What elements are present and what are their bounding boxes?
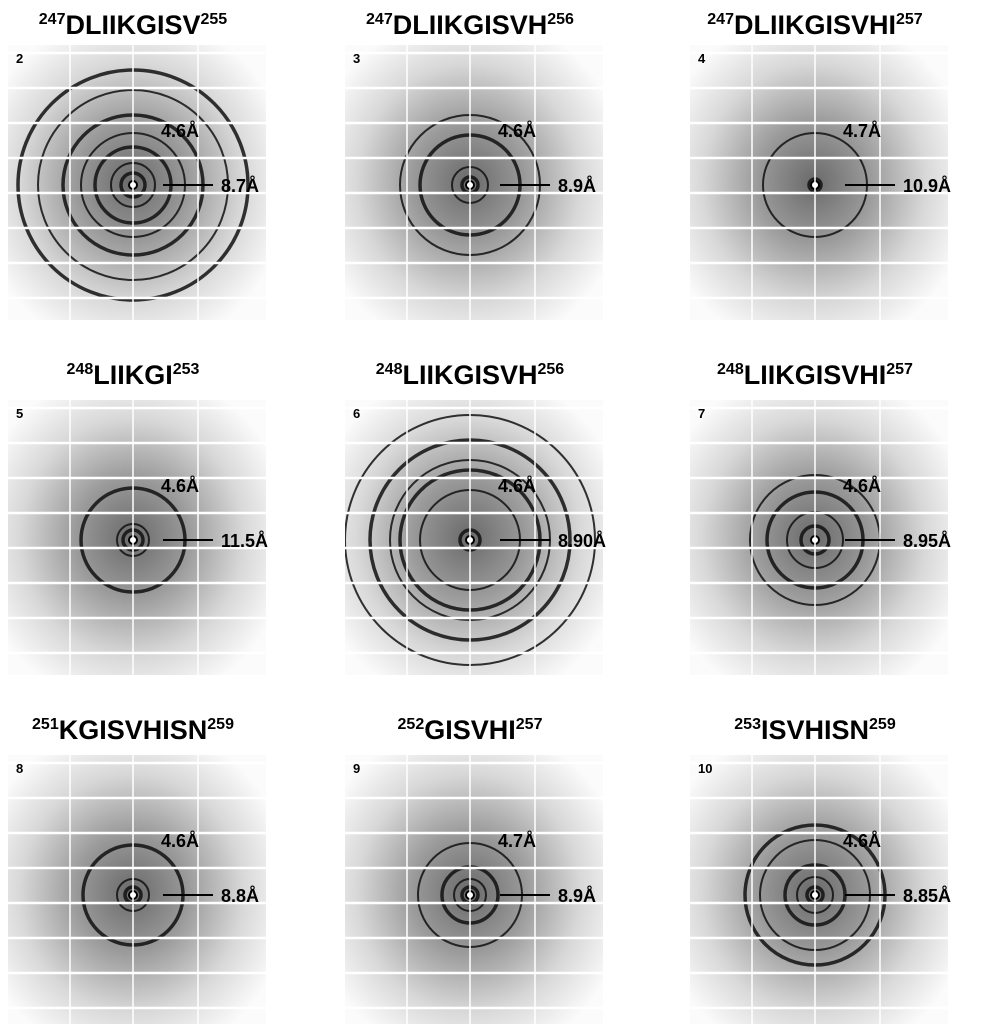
panel-title: 251KGISVHISN259 <box>32 715 234 745</box>
title-start: 251 <box>32 716 59 733</box>
panel-title: 247DLIIKGISV255 <box>39 10 228 40</box>
title-end: 259 <box>869 716 896 733</box>
panel: 248LIIKGISVH256 6 4.6Å 8.90Å <box>345 360 606 675</box>
title-sequence: KGISVHISN <box>59 715 208 745</box>
title-end: 257 <box>516 716 543 733</box>
panel-title: 247DLIIKGISVH256 <box>366 10 574 40</box>
title-sequence: LIIKGISVHI <box>744 360 887 390</box>
inner-ring-label: 8.85Å <box>903 886 951 906</box>
title-end: 257 <box>896 11 923 28</box>
panel: 252GISVHI257 9 4.7Å 8.9Å <box>345 715 603 1024</box>
title-start: 248 <box>67 361 94 378</box>
title-start: 248 <box>717 361 744 378</box>
title-end: 253 <box>173 361 200 378</box>
panel-number: 4 <box>698 51 706 66</box>
panel-title: 248LIIKGI253 <box>67 360 200 390</box>
title-sequence: ISVHISN <box>761 715 869 745</box>
title-end: 255 <box>201 11 228 28</box>
panel-title: 248LIIKGISVHI257 <box>717 360 913 390</box>
panel-number: 6 <box>353 406 360 421</box>
title-sequence: DLIIKGISVH <box>393 10 548 40</box>
title-sequence: LIIKGISVH <box>402 360 537 390</box>
title-end: 256 <box>547 11 574 28</box>
inner-ring-label: 10.9Å <box>903 176 951 196</box>
title-end: 257 <box>886 361 913 378</box>
title-sequence: LIIKGI <box>93 360 173 390</box>
panel: 247DLIIKGISVH256 3 4.6Å 8.9Å <box>345 10 603 320</box>
outer-ring-label: 4.6Å <box>498 121 536 141</box>
panel-number: 8 <box>16 761 23 776</box>
panel-number: 5 <box>16 406 23 421</box>
figure: 247DLIIKGISV25524.6Å8.7Å247DLIIKGISVH256… <box>0 0 981 1024</box>
title-start: 248 <box>376 361 403 378</box>
title-start: 247 <box>707 11 734 28</box>
panel-number: 7 <box>698 406 705 421</box>
inner-ring-label: 8.9Å <box>558 176 596 196</box>
panel-number: 9 <box>353 761 360 776</box>
outer-ring-label: 4.6Å <box>161 831 199 851</box>
inner-ring-label: 8.95Å <box>903 531 951 551</box>
title-sequence: GISVHI <box>424 715 516 745</box>
panel: 253ISVHISN259 10 4.6Å 8.85Å <box>690 715 951 1024</box>
panel-number: 3 <box>353 51 360 66</box>
inner-ring-label: 11.5Å <box>221 531 268 551</box>
title-start: 252 <box>398 716 425 733</box>
title-start: 247 <box>39 11 66 28</box>
panel: 248LIIKGISVHI257 7 4.6Å 8.95Å <box>690 360 951 675</box>
title-sequence: DLIIKGISV <box>65 10 200 40</box>
panel-title: 248LIIKGISVH256 <box>376 360 565 390</box>
title-start: 247 <box>366 11 393 28</box>
title-end: 259 <box>207 716 234 733</box>
inner-ring-label: 8.90Å <box>558 531 606 551</box>
outer-ring-label: 4.7Å <box>843 121 881 141</box>
panel: 247DLIIKGISV255 2 4.6Å 8.7Å <box>8 10 266 320</box>
panel: 251KGISVHISN259 8 4.6Å 8.8Å <box>8 715 266 1024</box>
panel-title: 247DLIIKGISVHI257 <box>707 10 923 40</box>
outer-ring-label: 4.6Å <box>498 476 536 496</box>
panel-number: 10 <box>698 761 712 776</box>
inner-ring-label: 8.8Å <box>221 886 259 906</box>
inner-ring-label: 8.9Å <box>558 886 596 906</box>
outer-ring-label: 4.6Å <box>161 121 199 141</box>
outer-ring-label: 4.6Å <box>161 476 199 496</box>
outer-ring-label: 4.6Å <box>843 831 881 851</box>
panel-number: 2 <box>16 51 23 66</box>
panel: 248LIIKGI253 5 4.6Å 11.5Å <box>8 360 268 675</box>
outer-ring-label: 4.6Å <box>843 476 881 496</box>
inner-ring-label: 8.7Å <box>221 176 259 196</box>
outer-ring-label: 4.7Å <box>498 831 536 851</box>
panel-title: 252GISVHI257 <box>398 715 543 745</box>
title-start: 253 <box>734 716 761 733</box>
title-end: 256 <box>538 361 565 378</box>
panel-title: 253ISVHISN259 <box>734 715 896 745</box>
title-sequence: DLIIKGISVHI <box>734 10 896 40</box>
